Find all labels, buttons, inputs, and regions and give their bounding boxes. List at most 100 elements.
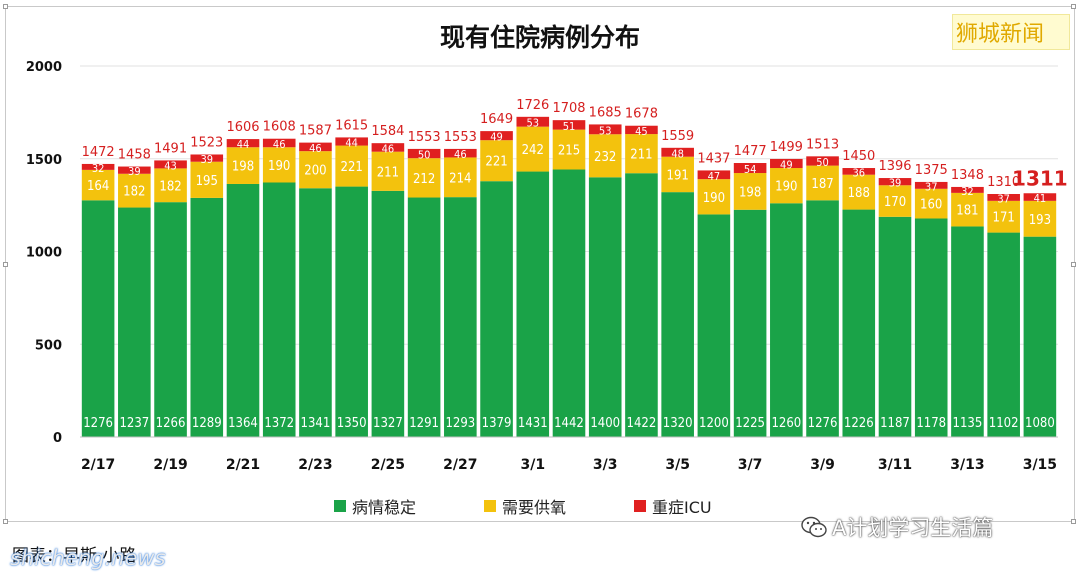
x-tick-label: 3/15 (1023, 457, 1057, 473)
data-label-stable: 1289 (192, 416, 222, 431)
bar-segment-icu (1023, 193, 1057, 201)
data-label-stable: 1364 (228, 416, 258, 431)
total-label: 1587 (299, 124, 332, 139)
bar-segment-stable (407, 197, 441, 437)
total-label: 1523 (190, 135, 223, 150)
legend-swatch-stable (334, 500, 346, 512)
data-label-oxygen: 187 (811, 177, 833, 192)
total-label: 1348 (951, 168, 984, 183)
bar-segment-stable (371, 190, 405, 437)
bar-segment-stable (625, 173, 658, 437)
total-label: 1708 (552, 101, 585, 116)
bar-segment-stable (806, 200, 839, 437)
legend-item-oxygen: 需要供氧 (484, 494, 566, 518)
data-label-stable: 1379 (482, 416, 512, 431)
total-label: 1608 (263, 120, 296, 135)
bar-segment-icu (842, 168, 876, 175)
y-tick-label: 1500 (26, 153, 62, 168)
data-label-icu: 49 (490, 131, 503, 144)
legend-item-icu: 重症ICU (634, 494, 712, 518)
data-label-stable: 1350 (337, 416, 367, 431)
bar-segment-oxygen (552, 129, 586, 170)
x-tick-label: 2/19 (153, 457, 187, 473)
bar-segment-oxygen (951, 192, 984, 227)
data-label-oxygen: 221 (485, 155, 507, 170)
bar-segment-oxygen (878, 185, 912, 217)
data-label-oxygen: 200 (304, 164, 326, 179)
x-tick-label: 2/17 (81, 457, 115, 473)
data-label-oxygen: 170 (884, 195, 906, 210)
bar-segment-icu (81, 163, 115, 170)
bar-segment-stable (951, 226, 984, 437)
data-label-stable: 1266 (156, 416, 186, 431)
data-label-icu: 39 (200, 153, 213, 166)
resize-handle-bottom-right[interactable] (1071, 519, 1076, 524)
x-tick-label: 2/23 (298, 457, 332, 473)
data-label-oxygen: 232 (594, 150, 616, 165)
data-label-icu: 53 (599, 124, 612, 137)
legend-item-stable: 病情稳定 (334, 494, 416, 518)
data-label-oxygen: 190 (703, 191, 725, 206)
bar-segment-stable (118, 207, 151, 437)
bar-segment-oxygen (299, 151, 332, 189)
bar-segment-oxygen (480, 140, 513, 182)
data-label-oxygen: 171 (993, 211, 1015, 226)
bar-segment-stable (661, 192, 694, 437)
resize-handle-right[interactable] (1071, 262, 1076, 267)
data-label-icu: 46 (273, 138, 286, 151)
data-label-stable: 1431 (518, 416, 548, 431)
data-label-icu: 41 (1034, 192, 1047, 205)
bar-segment-stable (226, 183, 260, 437)
data-label-icu: 53 (526, 117, 539, 130)
data-label-stable: 1260 (771, 416, 801, 431)
data-label-stable: 1102 (989, 416, 1019, 431)
bar-segment-oxygen (262, 147, 296, 183)
data-label-oxygen: 182 (123, 185, 145, 200)
data-label-icu: 48 (671, 147, 684, 160)
bar-segment-stable (154, 202, 187, 437)
bar-segment-icu (190, 154, 224, 162)
data-label-stable: 1276 (83, 416, 113, 431)
data-label-stable: 1237 (119, 416, 149, 431)
watermark-url: shicheng.news (10, 546, 166, 570)
bar-segment-icu (697, 170, 731, 180)
bar-segment-icu (335, 137, 368, 146)
bar-segment-icu (480, 131, 513, 141)
data-label-icu: 46 (382, 142, 395, 155)
bar-segment-icu (299, 142, 332, 152)
bar-segment-icu (914, 181, 948, 189)
bar-segment-icu (407, 148, 441, 159)
data-label-icu: 49 (780, 158, 793, 171)
bar-segment-stable (262, 182, 296, 437)
total-label: 1685 (589, 105, 622, 120)
data-label-icu: 44 (345, 136, 358, 149)
data-label-oxygen: 190 (268, 159, 290, 174)
data-label-oxygen: 190 (775, 180, 797, 195)
bar-segment-stable (987, 232, 1020, 437)
y-tick-label: 2000 (26, 60, 62, 75)
data-label-icu: 47 (708, 170, 721, 183)
bar-segment-stable (480, 181, 513, 437)
resize-handle-bottom-left[interactable] (3, 519, 8, 524)
data-label-oxygen: 181 (956, 204, 978, 219)
bar-segment-icu (987, 193, 1020, 201)
resize-handle-top-left[interactable] (3, 4, 8, 9)
resize-handle-top-right[interactable] (1071, 4, 1076, 9)
bar-segment-stable (842, 209, 876, 437)
total-label: 1513 (806, 137, 839, 152)
bar-segment-icu (516, 116, 550, 127)
data-label-icu: 37 (925, 180, 938, 193)
data-label-stable: 1291 (409, 416, 439, 431)
bar-segment-oxygen (697, 179, 731, 215)
brand-logo-text: 狮城新闻 (956, 22, 1045, 47)
resize-handle-left[interactable] (3, 262, 8, 267)
data-label-stable: 1442 (554, 416, 584, 431)
bar-segment-icu (226, 139, 260, 148)
total-label: 1458 (118, 148, 151, 163)
x-tick-label: 2/27 (443, 457, 477, 473)
bar-segment-stable (1023, 236, 1057, 437)
data-label-stable: 1327 (373, 416, 403, 431)
bar-segment-icu (770, 158, 803, 169)
bar-segment-oxygen (842, 174, 876, 210)
